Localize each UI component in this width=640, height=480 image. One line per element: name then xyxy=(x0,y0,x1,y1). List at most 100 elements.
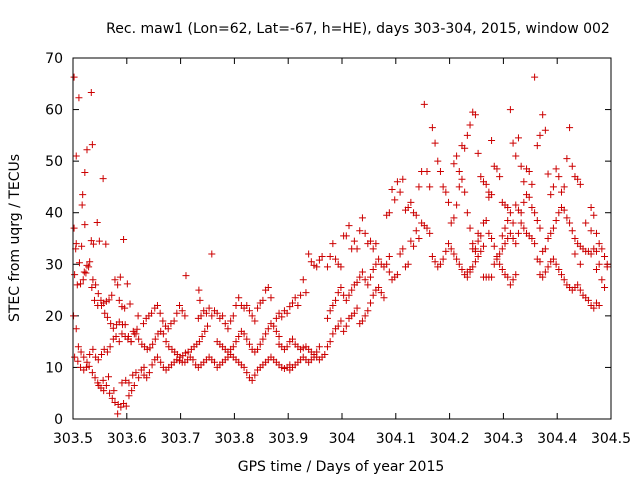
data-point xyxy=(375,255,383,263)
data-point xyxy=(358,317,366,325)
data-point xyxy=(358,214,366,222)
data-point xyxy=(512,240,520,248)
data-point xyxy=(356,273,364,281)
data-point xyxy=(221,320,229,328)
data-point xyxy=(498,245,506,253)
data-point xyxy=(552,165,560,173)
data-point xyxy=(496,173,504,181)
data-point xyxy=(93,219,101,227)
data-point xyxy=(243,335,251,343)
data-point xyxy=(506,229,514,237)
data-point xyxy=(189,356,197,364)
data-point xyxy=(525,193,533,201)
data-point xyxy=(139,320,147,328)
data-point xyxy=(143,374,151,382)
data-point xyxy=(517,162,525,170)
data-point xyxy=(151,335,159,343)
data-point xyxy=(272,314,280,322)
data-point xyxy=(520,178,528,186)
data-point xyxy=(195,286,203,294)
data-point xyxy=(270,322,278,330)
data-point xyxy=(547,191,555,199)
data-point xyxy=(80,268,88,276)
data-point xyxy=(109,324,117,332)
data-point xyxy=(310,353,318,361)
data-point xyxy=(590,304,598,312)
data-point xyxy=(353,245,361,253)
data-point xyxy=(563,155,571,163)
x-tick: 303.9 xyxy=(268,58,308,447)
data-point xyxy=(541,268,549,276)
data-point xyxy=(95,381,103,389)
data-point xyxy=(514,134,522,142)
data-point xyxy=(108,394,116,402)
data-point xyxy=(197,312,205,320)
data-point xyxy=(536,258,544,266)
data-point xyxy=(164,325,172,333)
data-point xyxy=(70,224,78,232)
data-point xyxy=(509,235,517,242)
data-point xyxy=(80,353,88,361)
data-point xyxy=(504,204,512,212)
data-point xyxy=(114,281,122,289)
data-point xyxy=(289,335,297,343)
y-tick: 70 xyxy=(45,51,611,67)
y-tick-label: 0 xyxy=(54,412,63,428)
data-point xyxy=(471,258,479,266)
data-point xyxy=(110,387,118,395)
y-tick: 30 xyxy=(45,257,611,273)
data-point xyxy=(286,303,294,311)
data-point xyxy=(120,236,128,244)
data-point xyxy=(181,312,189,320)
data-point xyxy=(447,245,455,253)
data-point xyxy=(547,229,555,237)
data-point xyxy=(439,255,447,263)
data-point xyxy=(318,253,326,261)
data-point xyxy=(558,271,566,279)
data-point xyxy=(517,219,525,227)
data-point xyxy=(582,219,590,227)
data-point xyxy=(541,245,549,253)
data-point xyxy=(574,281,582,289)
data-point xyxy=(89,345,97,353)
data-point xyxy=(264,325,272,333)
data-point xyxy=(210,358,218,366)
data-point xyxy=(208,312,216,320)
data-point xyxy=(77,348,85,356)
data-point xyxy=(590,211,598,219)
data-point xyxy=(114,410,122,418)
data-point xyxy=(453,152,461,160)
data-point xyxy=(71,271,79,279)
data-point xyxy=(498,265,506,273)
data-point xyxy=(504,216,512,224)
data-point xyxy=(558,188,566,196)
data-point xyxy=(251,317,259,325)
data-point xyxy=(549,183,557,191)
data-point xyxy=(458,265,466,273)
data-point xyxy=(369,245,377,253)
y-tick-label: 20 xyxy=(45,309,63,325)
data-point xyxy=(396,250,404,258)
data-point xyxy=(528,204,536,212)
data-point xyxy=(198,332,206,340)
data-point xyxy=(302,289,310,297)
data-point xyxy=(455,260,463,268)
data-point xyxy=(345,222,353,230)
data-point xyxy=(315,343,323,351)
data-point xyxy=(536,131,544,139)
data-point xyxy=(87,89,95,97)
data-point xyxy=(353,304,361,312)
data-point xyxy=(323,263,331,271)
data-point xyxy=(256,340,264,348)
data-point xyxy=(323,314,331,322)
data-point xyxy=(275,309,283,317)
data-point xyxy=(566,124,574,132)
data-point xyxy=(102,240,110,248)
data-point xyxy=(235,294,243,302)
data-point xyxy=(245,340,253,348)
data-point xyxy=(420,100,428,108)
data-point xyxy=(396,188,404,196)
data-point xyxy=(536,224,544,232)
data-point xyxy=(531,73,539,81)
data-point xyxy=(488,273,496,281)
